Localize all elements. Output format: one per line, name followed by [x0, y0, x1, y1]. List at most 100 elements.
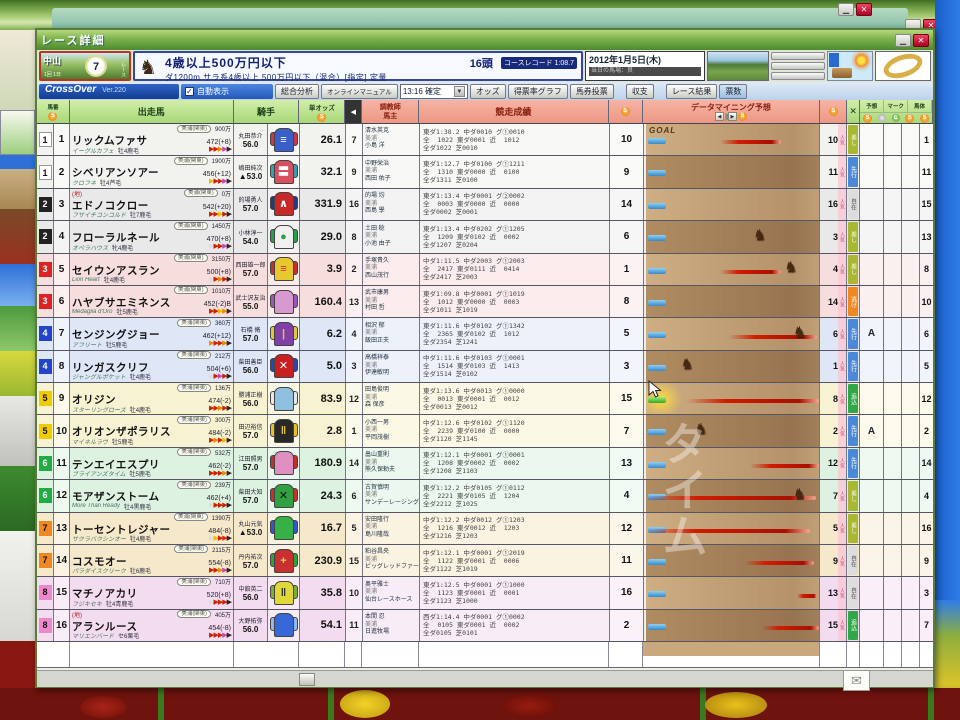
- prediction-lane[interactable]: ♞: [644, 221, 820, 253]
- column-header-number[interactable]: 馬番 S: [37, 100, 70, 124]
- mark-cell[interactable]: [884, 350, 902, 382]
- mark-a-cell[interactable]: [860, 383, 884, 415]
- prediction-lane[interactable]: [644, 544, 820, 577]
- mark-cell[interactable]: [884, 221, 902, 253]
- mark-cell[interactable]: [902, 512, 920, 544]
- prediction-lane[interactable]: [644, 577, 820, 609]
- mark-cell[interactable]: [902, 415, 920, 447]
- mark-cell[interactable]: [902, 156, 920, 188]
- envelope-icon[interactable]: ✉: [843, 670, 870, 691]
- mining-scrollbar[interactable]: ◀ ▶ S: [714, 112, 747, 122]
- scrollbar-thumb[interactable]: [725, 113, 728, 120]
- mark-cell[interactable]: [902, 350, 920, 382]
- vote-count-button[interactable]: 票数: [719, 83, 748, 99]
- mark-cell[interactable]: [884, 447, 902, 480]
- collapse-left-button[interactable]: ◀: [345, 100, 363, 124]
- mark-cell[interactable]: [902, 124, 920, 156]
- mark-cell[interactable]: [902, 221, 920, 253]
- horse-cell[interactable]: 美浦(関東) 2115万 コスモオー 554(-8) パラダイスクリーク 牡6鹿…: [70, 544, 234, 577]
- sort-icon[interactable]: S: [905, 113, 915, 123]
- balance-button[interactable]: 収支: [625, 83, 654, 99]
- bet-button[interactable]: 馬券投票: [569, 83, 614, 99]
- horse-cell[interactable]: 美浦(関東) 300万 オリオンザポラリス 484(-2) マイネルラヴ 牡5鹿…: [70, 415, 234, 447]
- mark-cell[interactable]: [902, 383, 920, 415]
- mark-a-cell[interactable]: [860, 447, 884, 480]
- table-row[interactable]: 8 16 (地) 美浦(関東) 405万 アランルース 454(-8) マリエン…: [37, 609, 933, 642]
- prediction-lane[interactable]: ♞: [644, 253, 820, 285]
- time-select-dropdown[interactable]: 13:16 確定 ▼: [399, 83, 468, 99]
- mark-cell[interactable]: [902, 253, 920, 285]
- horse-cell[interactable]: (地) 美浦(関東) 405万 アランルース 454(-8) マリエンバード セ…: [70, 609, 234, 641]
- table-row[interactable]: 3 6 美浦(関東) 1010万 ハヤブサエミネンス 452(-2)B Meda…: [37, 285, 933, 319]
- mark-cell[interactable]: [902, 480, 920, 512]
- mark-a-cell[interactable]: [860, 124, 884, 156]
- column-header-trainer-owner[interactable]: 調教師 馬主: [362, 100, 420, 124]
- prediction-lane[interactable]: [644, 188, 820, 221]
- table-row[interactable]: 7 13 美浦(関東) 1390万 トーセントレジャー 484(-8) サクラバ…: [37, 512, 933, 545]
- mark-c-icon[interactable]: C: [891, 114, 900, 122]
- window-titlebar[interactable]: レース詳細 ▁ ✕: [37, 30, 933, 50]
- horse-cell[interactable]: 美浦(関東) 360万 センジングジョー 462(+12) アフリート 牡5鹿毛…: [70, 318, 234, 350]
- prediction-lane[interactable]: [644, 285, 820, 318]
- table-row[interactable]: 6 11 美浦(関東) 532万 テンエイエスプリ 462(-2) ブライアンズ…: [37, 447, 933, 481]
- table-row[interactable]: 8 15 美浦(関東) 710万 マチノアカリ 520(+8) フジキセキ 牡4…: [37, 577, 933, 610]
- mark-cell[interactable]: [884, 318, 902, 350]
- table-row[interactable]: 4 8 美浦(関東) 212万 リンガスクリフ 504(+6) ジャングルポケッ…: [37, 350, 933, 383]
- horse-cell[interactable]: 美浦(関東) 1390万 トーセントレジャー 484(-8) サクラバクシンオー…: [70, 512, 234, 544]
- prediction-lane[interactable]: [644, 156, 820, 188]
- horse-cell[interactable]: 美浦(関東) 136万 オリジン 474(-2) スターリングローズ 牡4鹿毛 …: [70, 383, 234, 415]
- mark-cell[interactable]: [902, 285, 920, 318]
- prediction-lane[interactable]: [644, 383, 820, 415]
- mark-a-cell[interactable]: [860, 480, 884, 512]
- horse-cell[interactable]: 美浦(関東) 1450万 フローラルネール 470(+8) オペラハウス 牝4鹿…: [70, 221, 234, 253]
- mark-a-cell[interactable]: [860, 544, 884, 577]
- mark-ball-icon[interactable]: [877, 114, 886, 122]
- prediction-lane[interactable]: [644, 124, 820, 156]
- mark-cell[interactable]: [884, 544, 902, 577]
- sort-icon[interactable]: S: [317, 112, 327, 122]
- prediction-lane[interactable]: ♞: [644, 350, 820, 382]
- column-header-data-mining[interactable]: データマイニング予想 ◀ ▶ S: [642, 100, 821, 124]
- table-row[interactable]: 1 2 美浦(関東) 1900万 シベリアンソアー 456(+12) クロフネ …: [37, 156, 933, 189]
- scrollbar-thumb[interactable]: [299, 673, 315, 686]
- horizontal-scrollbar[interactable]: [37, 670, 933, 687]
- horse-cell[interactable]: 美浦(関東) 710万 マチノアカリ 520(+8) フジキセキ 牡4青鹿毛 ▶…: [70, 577, 234, 609]
- mark-cell[interactable]: [902, 577, 920, 609]
- table-row[interactable]: 7 14 美浦(関東) 2115万 コスモオー 554(-8) パラダイスクリー…: [37, 544, 933, 578]
- prediction-lane[interactable]: ♞: [644, 480, 820, 512]
- mark-cell[interactable]: [902, 609, 920, 641]
- race-result-button[interactable]: レース結果: [665, 83, 718, 99]
- column-header-dm-rank[interactable]: S: [608, 100, 643, 124]
- horse-cell[interactable]: 美浦(関東) 900万 リックムファサ 472(+8) イーグルカフェ 牡4鹿毛…: [70, 124, 234, 156]
- column-header-horses[interactable]: 出走馬: [69, 100, 234, 124]
- scroll-right-icon[interactable]: ▶: [727, 112, 737, 121]
- table-row[interactable]: 5 9 美浦(関東) 136万 オリジン 474(-2) スターリングローズ 牡…: [37, 383, 933, 416]
- mark-a-cell[interactable]: [860, 577, 884, 609]
- sort-icon[interactable]: S: [48, 111, 58, 121]
- mark-a-cell[interactable]: [860, 221, 884, 253]
- prediction-lane[interactable]: [644, 447, 820, 480]
- mark-a-cell[interactable]: [860, 350, 884, 382]
- horse-cell[interactable]: 美浦(関東) 212万 リンガスクリフ 504(+6) ジャングルポケット 牡4…: [70, 350, 234, 382]
- mark-a-cell[interactable]: [860, 609, 884, 641]
- mark-a-cell[interactable]: A: [860, 415, 884, 447]
- horse-cell[interactable]: 美浦(関東) 1900万 シベリアンソアー 456(+12) クロフネ 牡4芦毛…: [70, 156, 234, 188]
- column-header-record[interactable]: 競走成績: [419, 100, 609, 124]
- column-close-button[interactable]: ✕: [847, 100, 861, 124]
- odds-button[interactable]: オッズ: [469, 83, 506, 99]
- sort-icon[interactable]: S: [920, 113, 930, 123]
- table-row[interactable]: 1 1 美浦(関東) 900万 リックムファサ 472(+8) イーグルカフェ …: [37, 124, 933, 157]
- mark-cell[interactable]: [902, 544, 920, 577]
- mark-a-cell[interactable]: [860, 188, 884, 221]
- mark-cell[interactable]: [884, 188, 902, 221]
- mark-cell[interactable]: [884, 156, 902, 188]
- table-row[interactable]: 5 10 美浦(関東) 300万 オリオンザポラリス 484(-2) マイネルラ…: [37, 415, 933, 448]
- prediction-lane[interactable]: ♞: [644, 415, 820, 447]
- course-badge[interactable]: 中山 1回 1日 7 レース: [39, 51, 131, 81]
- horse-cell[interactable]: 美浦(関東) 3150万 セイウンアスラン 500(+8) Lion Heart…: [70, 253, 234, 285]
- close-icon[interactable]: ✕: [856, 3, 872, 16]
- checkbox-icon[interactable]: ✓: [185, 86, 194, 96]
- mark-cell[interactable]: [884, 253, 902, 285]
- header-quick-buttons[interactable]: [771, 51, 825, 81]
- mark-cell[interactable]: [884, 383, 902, 415]
